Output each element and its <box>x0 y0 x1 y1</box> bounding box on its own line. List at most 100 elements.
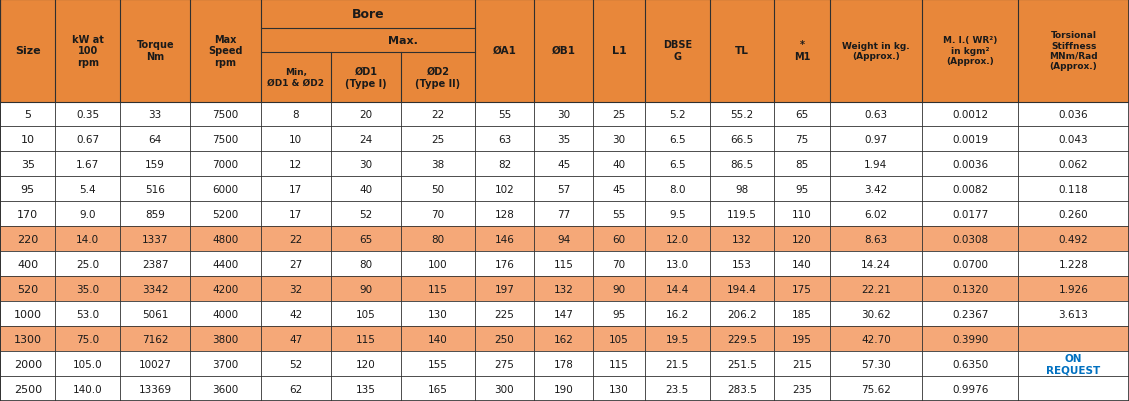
Bar <box>593 302 645 326</box>
Bar <box>1018 302 1129 326</box>
Bar <box>475 227 534 252</box>
Bar <box>534 152 593 177</box>
Text: 55.2: 55.2 <box>730 110 753 119</box>
Text: 2500: 2500 <box>14 384 42 393</box>
Text: 283.5: 283.5 <box>727 384 756 393</box>
Bar <box>1018 152 1129 177</box>
Bar <box>191 252 261 277</box>
Text: 35.0: 35.0 <box>77 284 99 294</box>
Bar <box>401 177 475 202</box>
Text: 1.926: 1.926 <box>1059 284 1088 294</box>
Text: 75: 75 <box>795 135 808 145</box>
Text: 1337: 1337 <box>142 234 168 244</box>
Text: 251.5: 251.5 <box>727 358 756 369</box>
Text: 95: 95 <box>612 309 625 319</box>
Text: 40: 40 <box>612 160 625 170</box>
Bar <box>475 177 534 202</box>
Bar <box>475 376 534 401</box>
Text: 0.118: 0.118 <box>1059 184 1088 194</box>
Text: 3700: 3700 <box>212 358 238 369</box>
Text: 25.0: 25.0 <box>77 259 99 269</box>
Bar <box>1018 227 1129 252</box>
Bar <box>922 227 1018 252</box>
Text: 197: 197 <box>495 284 515 294</box>
Bar <box>593 152 645 177</box>
Text: 859: 859 <box>146 209 165 219</box>
Bar <box>0 376 55 401</box>
Text: 194.4: 194.4 <box>727 284 756 294</box>
Text: 225: 225 <box>495 309 515 319</box>
Bar <box>120 351 191 376</box>
Bar <box>774 127 830 152</box>
Text: 85: 85 <box>795 160 808 170</box>
Text: DBSE
G: DBSE G <box>663 41 692 62</box>
Bar <box>709 351 774 376</box>
Bar <box>120 252 191 277</box>
Text: 5200: 5200 <box>212 209 238 219</box>
Text: ØD1
(Type I): ØD1 (Type I) <box>345 67 386 89</box>
Bar <box>475 202 534 227</box>
Text: 0.0036: 0.0036 <box>952 160 988 170</box>
Bar <box>261 376 331 401</box>
Text: 0.0019: 0.0019 <box>952 135 988 145</box>
Text: 5: 5 <box>24 110 32 119</box>
Text: Bore: Bore <box>351 8 384 21</box>
Text: 45: 45 <box>612 184 625 194</box>
Bar <box>0 102 55 127</box>
Text: *
M1: * M1 <box>794 41 811 62</box>
Bar <box>1018 177 1129 202</box>
Bar <box>55 102 120 127</box>
Bar <box>645 227 709 252</box>
Bar <box>261 102 331 127</box>
Bar <box>120 127 191 152</box>
Text: 77: 77 <box>557 209 570 219</box>
Text: 140: 140 <box>428 334 448 344</box>
Bar <box>261 302 331 326</box>
Bar <box>120 326 191 351</box>
Text: 250: 250 <box>495 334 515 344</box>
Bar <box>534 177 593 202</box>
Text: 2000: 2000 <box>14 358 42 369</box>
Text: 0.2367: 0.2367 <box>952 309 988 319</box>
Text: 6.5: 6.5 <box>668 135 685 145</box>
Bar <box>593 376 645 401</box>
Text: 23.5: 23.5 <box>666 384 689 393</box>
Bar <box>55 152 120 177</box>
Bar <box>0 227 55 252</box>
Text: 32: 32 <box>289 284 303 294</box>
Text: 140: 140 <box>793 259 812 269</box>
Text: 4200: 4200 <box>212 284 238 294</box>
Text: 1.67: 1.67 <box>76 160 99 170</box>
Bar <box>191 177 261 202</box>
Bar <box>774 252 830 277</box>
Bar <box>191 376 261 401</box>
Bar <box>331 252 401 277</box>
Text: 5.2: 5.2 <box>668 110 685 119</box>
Text: 105: 105 <box>610 334 629 344</box>
Text: 75.62: 75.62 <box>861 384 891 393</box>
Bar <box>922 127 1018 152</box>
Bar <box>922 302 1018 326</box>
Bar <box>1018 376 1129 401</box>
Text: 1.94: 1.94 <box>864 160 887 170</box>
Text: kW at
100
rpm: kW at 100 rpm <box>72 34 104 68</box>
Text: 0.0082: 0.0082 <box>952 184 988 194</box>
Text: 1300: 1300 <box>14 334 42 344</box>
Bar <box>0 252 55 277</box>
Bar <box>55 302 120 326</box>
Bar <box>830 127 922 152</box>
Text: 120: 120 <box>793 234 812 244</box>
Text: TL: TL <box>735 46 749 56</box>
Bar <box>830 227 922 252</box>
Text: L1: L1 <box>612 46 627 56</box>
Text: 140.0: 140.0 <box>73 384 103 393</box>
Bar <box>191 102 261 127</box>
Bar <box>401 127 475 152</box>
Bar <box>0 127 55 152</box>
Bar <box>261 127 331 152</box>
Text: 40: 40 <box>359 184 373 194</box>
Bar <box>709 202 774 227</box>
Text: 3342: 3342 <box>142 284 168 294</box>
Bar <box>261 351 331 376</box>
Text: 400: 400 <box>17 259 38 269</box>
